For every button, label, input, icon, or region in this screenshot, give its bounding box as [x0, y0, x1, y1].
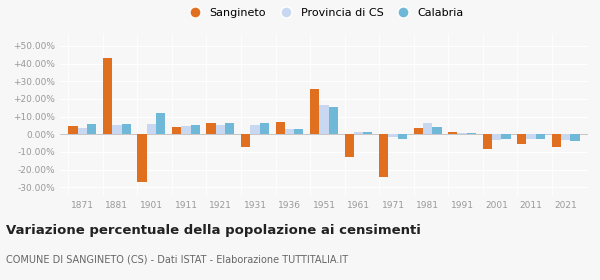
Bar [137, 134, 147, 182]
Bar [344, 134, 354, 157]
Bar [561, 134, 570, 140]
Bar [501, 134, 511, 139]
Bar [432, 127, 442, 134]
Bar [285, 129, 294, 134]
Bar [250, 125, 260, 134]
Bar [363, 132, 373, 134]
Bar [181, 126, 191, 134]
Bar [388, 134, 398, 137]
Legend: Sangineto, Provincia di CS, Calabria: Sangineto, Provincia di CS, Calabria [179, 3, 469, 22]
Bar [206, 123, 216, 134]
Bar [225, 123, 235, 134]
Bar [172, 127, 181, 134]
Bar [275, 122, 285, 134]
Bar [260, 123, 269, 134]
Bar [191, 125, 200, 134]
Bar [457, 133, 467, 134]
Bar [517, 134, 526, 144]
Bar [423, 123, 432, 134]
Bar [68, 126, 78, 134]
Bar [294, 129, 304, 134]
Bar [448, 132, 457, 134]
Bar [329, 107, 338, 134]
Bar [156, 113, 166, 134]
Bar [570, 134, 580, 141]
Bar [467, 133, 476, 134]
Bar [551, 134, 561, 148]
Bar [319, 105, 329, 134]
Bar [492, 134, 501, 139]
Bar [482, 134, 492, 149]
Bar [103, 58, 112, 134]
Bar [398, 134, 407, 139]
Bar [526, 134, 536, 139]
Text: Variazione percentuale della popolazione ai censimenti: Variazione percentuale della popolazione… [6, 224, 421, 237]
Bar [122, 124, 131, 134]
Bar [354, 132, 363, 134]
Bar [87, 124, 97, 134]
Bar [310, 89, 319, 134]
Bar [536, 134, 545, 139]
Text: COMUNE DI SANGINETO (CS) - Dati ISTAT - Elaborazione TUTTITALIA.IT: COMUNE DI SANGINETO (CS) - Dati ISTAT - … [6, 255, 348, 265]
Bar [241, 134, 250, 148]
Bar [147, 124, 156, 134]
Bar [216, 125, 225, 134]
Bar [413, 128, 423, 134]
Bar [78, 128, 87, 134]
Bar [379, 134, 388, 178]
Bar [112, 125, 122, 134]
